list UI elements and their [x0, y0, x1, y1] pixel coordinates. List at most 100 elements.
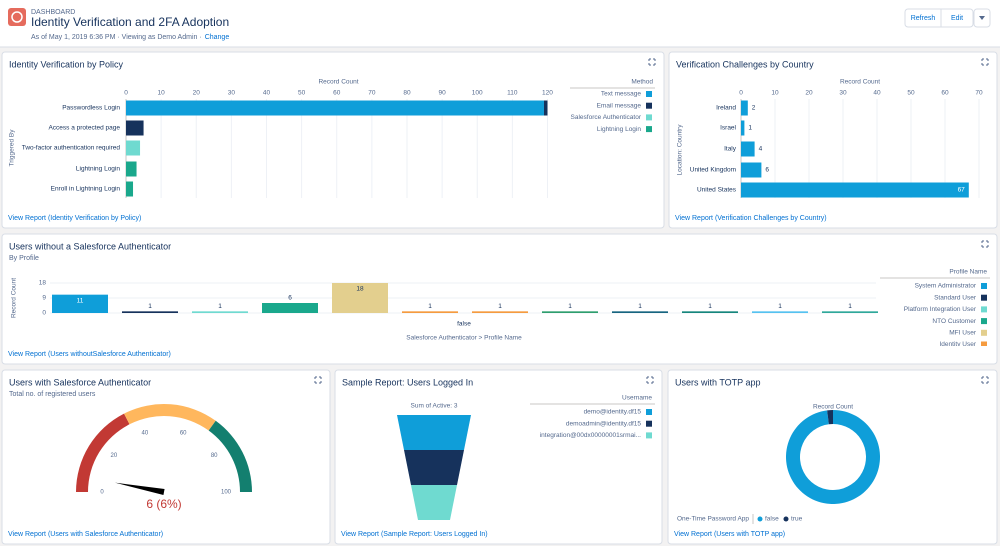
- x-tick-label: 120: [542, 90, 553, 97]
- legend-label: false: [765, 516, 779, 523]
- bar: [741, 120, 745, 136]
- y-tick-label: Two-factor authentication required: [22, 145, 121, 152]
- bar: [741, 100, 748, 116]
- x-tick-label: 40: [263, 90, 271, 97]
- panel-title: Users with TOTP app: [675, 377, 761, 387]
- bar: [122, 311, 178, 313]
- header-bar: [0, 0, 1000, 47]
- donut-slice: [785, 410, 880, 504]
- value-label: 4: [759, 146, 763, 153]
- x-tick-label: 100: [472, 90, 483, 97]
- gauge-band: [76, 413, 130, 492]
- meta-text: As of May 1, 2019 6:36 PM · Viewing as D…: [31, 34, 202, 41]
- x-axis-title: Salesforce Authenticator > Profile Name: [406, 335, 522, 342]
- button-group: [904, 8, 974, 28]
- bar: [741, 182, 969, 198]
- value-label: 6: [288, 295, 292, 302]
- report-link[interactable]: View Report (Identity Verification by Po…: [8, 215, 141, 222]
- value-label: 1: [708, 303, 712, 310]
- expand-icon[interactable]: [314, 376, 322, 384]
- x-tick-label: 30: [228, 90, 236, 97]
- report-link[interactable]: View Report (Sample Report: Users Logged…: [341, 531, 488, 538]
- expand-icon[interactable]: [981, 240, 989, 248]
- legend-swatch: [646, 102, 652, 109]
- x-tick-label: 20: [193, 90, 201, 97]
- panel: [1, 233, 998, 365]
- value-label: 1: [428, 303, 432, 310]
- legend-label: Email message: [597, 102, 642, 109]
- report-link[interactable]: View Report (Users withoutSalesforce Aut…: [8, 351, 171, 358]
- legend-label: NTO Customer: [932, 318, 976, 325]
- x-tick-label: 50: [298, 90, 306, 97]
- legend-swatch: [981, 341, 987, 346]
- y-tick-label: Passwordless Login: [62, 105, 120, 112]
- bar: [752, 311, 808, 313]
- legend-label: true: [791, 516, 803, 523]
- funnel-subtitle: Sum of Active: 3: [411, 403, 458, 410]
- gauge-needle: [114, 482, 165, 495]
- expand-icon[interactable]: [648, 58, 656, 66]
- panel: [667, 369, 998, 545]
- value-label: 1: [498, 303, 502, 310]
- legend-swatch: [646, 91, 652, 97]
- legend-label: Identity User: [940, 341, 977, 348]
- y-axis-title: Triggered By: [9, 129, 16, 167]
- legend-swatch: [646, 114, 652, 121]
- expand-icon[interactable]: [646, 376, 654, 384]
- y-tick-label: Lightning Login: [76, 166, 120, 173]
- refresh-button[interactable]: Refresh: [911, 15, 936, 22]
- legend-label: Salesforce Authenticator: [571, 114, 642, 121]
- header-label: DASHBOARD: [31, 9, 75, 16]
- x-tick-label: 10: [771, 90, 779, 97]
- bar: [262, 303, 318, 313]
- x-tick-label: 60: [941, 90, 949, 97]
- header-title: Identity Verification and 2FA Adoption: [31, 15, 229, 29]
- x-tick-label: 110: [507, 90, 518, 97]
- y-tick-label: Italy: [724, 146, 737, 153]
- legend-title: Profile Name: [949, 269, 987, 276]
- report-link[interactable]: View Report (Users with TOTP app): [674, 531, 785, 538]
- x-tick-label: 90: [438, 90, 446, 97]
- x-tick-label: 70: [975, 90, 983, 97]
- expand-icon[interactable]: [981, 58, 989, 66]
- legend-swatch: [981, 294, 987, 301]
- legend-title: Username: [622, 395, 652, 402]
- bar-segment: [126, 161, 137, 177]
- value-label: 67: [958, 187, 966, 194]
- report-link[interactable]: View Report (Verification Challenges by …: [675, 215, 827, 222]
- legend-label: demoadmin@identity.df15: [566, 420, 642, 427]
- legend-swatch: [981, 318, 987, 325]
- legend-swatch: [646, 126, 652, 133]
- panel-title: Users with Salesforce Authenticator: [9, 377, 151, 387]
- expand-icon[interactable]: [981, 376, 989, 384]
- x-tick-label: 70: [368, 90, 376, 97]
- x-axis-title: Record Count: [840, 79, 880, 86]
- icon-glyph: [11, 11, 23, 23]
- gauge-tick-label: 0: [100, 490, 104, 496]
- bar: [472, 311, 528, 313]
- bar-segment: [126, 100, 544, 116]
- panel: [668, 51, 998, 229]
- y-tick-label: United Kingdom: [690, 167, 736, 174]
- edit-button[interactable]: Edit: [951, 15, 963, 22]
- change-link[interactable]: Change: [205, 34, 230, 41]
- bar-segment: [126, 181, 134, 197]
- y-tick-label: United States: [697, 187, 737, 194]
- donut-label: Record Count: [813, 404, 853, 411]
- legend-label: Lightning Login: [597, 126, 641, 133]
- report-link[interactable]: View Report (Users with Salesforce Authe…: [8, 531, 163, 538]
- x-tick-label: 0: [739, 90, 743, 97]
- legend-label: MFI User: [949, 330, 977, 337]
- legend-swatch: [646, 432, 652, 439]
- funnel-segment: [411, 485, 457, 520]
- bar: [542, 311, 598, 313]
- bar: [402, 311, 458, 313]
- value-label: 1: [218, 303, 222, 310]
- x-tick-label: 10: [158, 90, 166, 97]
- panel-title: Sample Report: Users Logged In: [342, 377, 473, 387]
- panel-subtitle: Total no. of registered users: [9, 391, 96, 398]
- gauge-band: [208, 420, 252, 492]
- x-tick-label: 60: [333, 90, 341, 97]
- panel-title: Verification Challenges by Country: [676, 59, 814, 69]
- bar-segment: [126, 120, 144, 136]
